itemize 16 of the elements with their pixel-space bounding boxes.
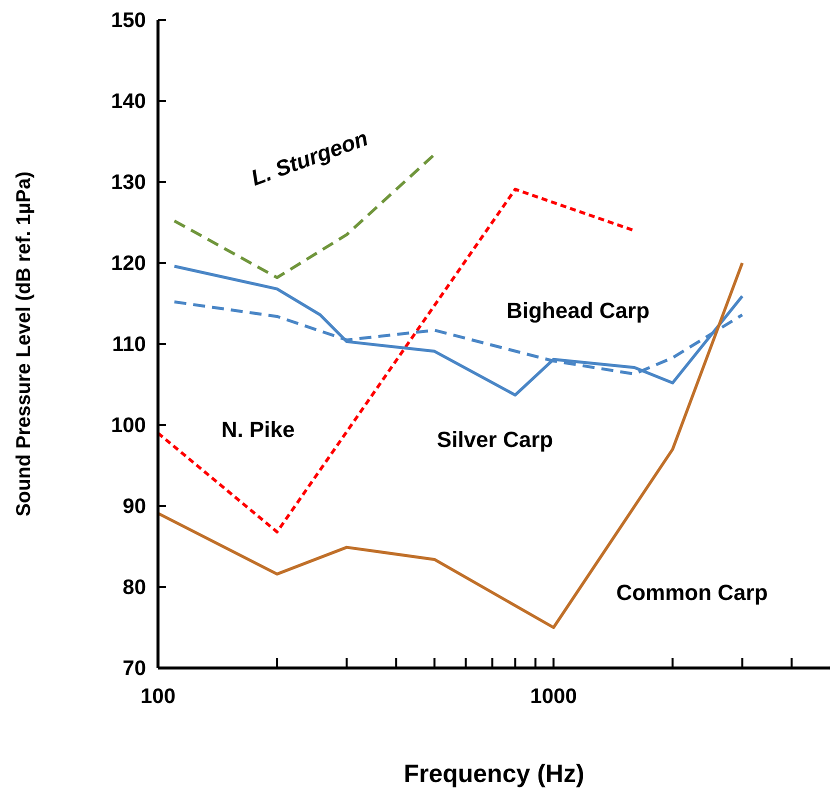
x-axis-title: Frequency (Hz) <box>404 760 584 788</box>
series-label: N. Pike <box>221 417 295 442</box>
y-tick-label: 70 <box>122 657 146 680</box>
y-tick-label: 110 <box>112 333 146 356</box>
y-axis-title: Sound Pressure Level (dB ref. 1µPa) <box>13 172 35 516</box>
y-tick-label: 140 <box>110 90 146 113</box>
y-tick-label: 130 <box>110 171 146 194</box>
y-tick-label: 90 <box>122 495 146 518</box>
y-tick-label: 150 <box>110 9 146 32</box>
text: Silver Carp <box>436 427 554 452</box>
series-label: Common Carp <box>616 580 768 605</box>
series-label: Bighead Carp <box>506 298 650 323</box>
x-tick-label: 1000 <box>530 685 577 708</box>
y-tick-label: 80 <box>122 576 146 599</box>
y-tick-label: 120 <box>110 252 146 275</box>
y-tick-label: 100 <box>110 414 146 437</box>
